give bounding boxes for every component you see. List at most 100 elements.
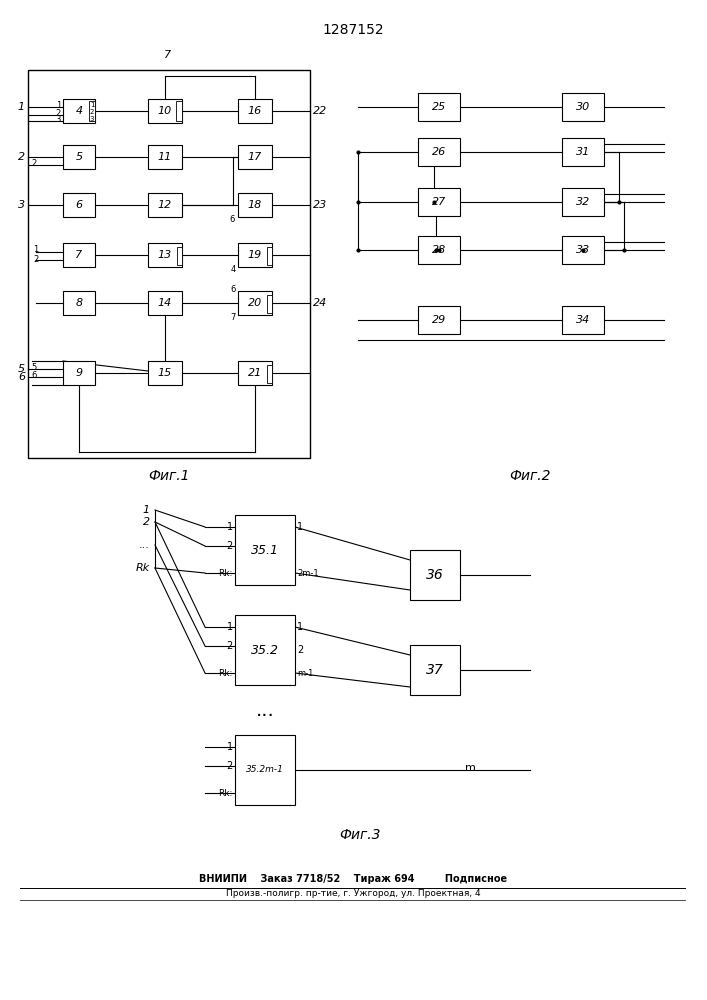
FancyBboxPatch shape (418, 93, 460, 121)
FancyBboxPatch shape (148, 99, 182, 123)
Text: Фиг.1: Фиг.1 (148, 469, 189, 483)
Text: 21: 21 (248, 368, 262, 378)
Text: 35.1: 35.1 (251, 544, 279, 556)
Text: 14: 14 (158, 298, 172, 308)
Text: 13: 13 (158, 250, 172, 260)
Text: Rk:: Rk: (218, 568, 233, 578)
Text: 4: 4 (230, 265, 236, 274)
Text: 11: 11 (158, 152, 172, 162)
FancyBboxPatch shape (148, 243, 182, 267)
Text: m: m (465, 763, 476, 773)
FancyBboxPatch shape (410, 550, 460, 600)
FancyBboxPatch shape (235, 615, 295, 685)
FancyBboxPatch shape (562, 188, 604, 216)
Text: 2: 2 (31, 158, 36, 167)
Text: 9: 9 (76, 368, 83, 378)
FancyBboxPatch shape (418, 138, 460, 166)
Text: 2: 2 (33, 255, 38, 264)
Text: 6: 6 (230, 216, 235, 225)
Text: 1: 1 (90, 102, 94, 108)
FancyBboxPatch shape (238, 99, 272, 123)
FancyBboxPatch shape (63, 291, 95, 315)
Text: Фиг.2: Фиг.2 (509, 469, 551, 483)
FancyBboxPatch shape (562, 138, 604, 166)
Text: ...: ... (139, 540, 150, 550)
FancyBboxPatch shape (148, 145, 182, 169)
Text: 27: 27 (432, 197, 446, 207)
Text: 1: 1 (33, 245, 38, 254)
Text: 22: 22 (313, 106, 327, 116)
Text: 16: 16 (248, 106, 262, 116)
Text: ВНИИПИ    Заказ 7718/52    Тираж 694         Подписное: ВНИИПИ Заказ 7718/52 Тираж 694 Подписное (199, 874, 507, 884)
Text: 5: 5 (76, 152, 83, 162)
FancyBboxPatch shape (89, 101, 95, 121)
Text: 5: 5 (31, 362, 36, 371)
Text: 35.2: 35.2 (251, 644, 279, 656)
Text: 10: 10 (158, 106, 172, 116)
FancyBboxPatch shape (177, 247, 182, 265)
FancyBboxPatch shape (418, 306, 460, 334)
Text: 29: 29 (432, 315, 446, 325)
Text: 28: 28 (432, 245, 446, 255)
Text: 6: 6 (76, 200, 83, 210)
FancyBboxPatch shape (238, 361, 272, 385)
Text: 34: 34 (576, 315, 590, 325)
FancyBboxPatch shape (235, 735, 295, 805)
Text: 1287152: 1287152 (322, 23, 384, 37)
Text: 3: 3 (90, 116, 94, 122)
FancyBboxPatch shape (238, 243, 272, 267)
Text: 1: 1 (227, 742, 233, 752)
Text: Rk:: Rk: (218, 788, 233, 798)
FancyBboxPatch shape (63, 99, 95, 123)
Text: 15: 15 (158, 368, 172, 378)
Text: 32: 32 (576, 197, 590, 207)
Text: 12: 12 (158, 200, 172, 210)
FancyBboxPatch shape (148, 361, 182, 385)
FancyBboxPatch shape (63, 145, 95, 169)
FancyBboxPatch shape (410, 645, 460, 695)
Text: 1: 1 (18, 102, 25, 112)
Text: 33: 33 (576, 245, 590, 255)
Text: 7: 7 (76, 250, 83, 260)
Text: 1: 1 (297, 622, 303, 632)
Text: m-1: m-1 (297, 668, 313, 678)
Text: 18: 18 (248, 200, 262, 210)
Text: 4: 4 (76, 106, 83, 116)
FancyBboxPatch shape (267, 365, 272, 383)
FancyBboxPatch shape (562, 236, 604, 264)
Text: 8: 8 (76, 298, 83, 308)
Text: 19: 19 (248, 250, 262, 260)
FancyBboxPatch shape (267, 247, 272, 265)
Text: 6: 6 (18, 372, 25, 382)
Text: 1: 1 (297, 522, 303, 532)
Text: 7: 7 (230, 312, 236, 322)
Text: 25: 25 (432, 102, 446, 112)
Text: ...: ... (256, 700, 274, 720)
FancyBboxPatch shape (235, 515, 295, 585)
Text: 2: 2 (227, 761, 233, 771)
Text: Rk: Rk (136, 563, 150, 573)
FancyBboxPatch shape (148, 291, 182, 315)
FancyBboxPatch shape (267, 295, 272, 313)
Text: 6: 6 (31, 370, 36, 379)
Text: 3: 3 (18, 200, 25, 210)
FancyBboxPatch shape (176, 101, 182, 121)
Text: 37: 37 (426, 663, 444, 677)
Text: 1: 1 (56, 102, 61, 110)
FancyBboxPatch shape (562, 93, 604, 121)
Text: 1: 1 (227, 522, 233, 532)
FancyBboxPatch shape (418, 236, 460, 264)
Text: 1: 1 (143, 505, 150, 515)
Text: 6: 6 (230, 286, 236, 294)
FancyBboxPatch shape (238, 291, 272, 315)
Text: 24: 24 (313, 298, 327, 308)
FancyBboxPatch shape (63, 361, 95, 385)
Text: 30: 30 (576, 102, 590, 112)
Text: 2: 2 (297, 645, 303, 655)
FancyBboxPatch shape (63, 243, 95, 267)
Text: 1: 1 (227, 622, 233, 632)
Text: 2: 2 (227, 541, 233, 551)
Text: 2: 2 (18, 152, 25, 162)
FancyBboxPatch shape (562, 306, 604, 334)
Text: 26: 26 (432, 147, 446, 157)
